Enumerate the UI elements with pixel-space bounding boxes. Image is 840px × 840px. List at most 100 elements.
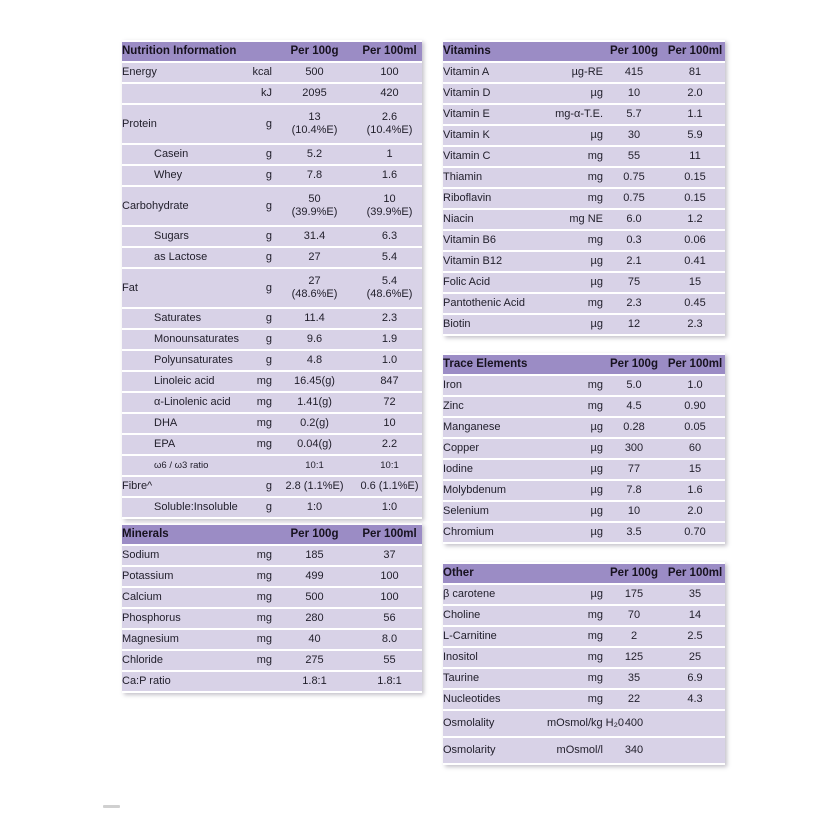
row-per100g: 9.6 — [272, 330, 357, 349]
table-row: Fibre^ g 2.8 (1.1%E) 0.6 (1.1%E) — [122, 477, 422, 496]
row-label: Magnesium — [122, 630, 232, 649]
row-label: Inositol — [443, 648, 547, 667]
row-per100ml: 6.9 — [665, 669, 725, 688]
row-label: Copper — [443, 439, 547, 458]
row-per100ml: 37 — [357, 546, 422, 565]
row-unit: mg — [547, 231, 603, 250]
row-label: Calcium — [122, 588, 232, 607]
row-unit: µg — [547, 315, 603, 334]
row-per100ml: 10 (39.9%E) — [357, 187, 422, 225]
row-label: Choline — [443, 606, 547, 625]
row-per100ml: 1.9 — [357, 330, 422, 349]
table-title: Vitamins — [443, 42, 547, 61]
row-per100ml: 60 — [665, 439, 725, 458]
row-unit: mg — [232, 651, 272, 670]
row-unit: µg — [547, 439, 603, 458]
per-100ml-column-header: Per 100ml — [357, 42, 422, 61]
row-per100ml: 2.0 — [665, 84, 725, 103]
row-per100g: 0.75 — [603, 189, 665, 208]
table-row: Phosphorus mg 280 56 — [122, 609, 422, 628]
row-per100g: 340 — [603, 738, 665, 763]
row-per100ml: 2.2 — [357, 435, 422, 454]
row-per100g: 50 (39.9%E) — [272, 187, 357, 225]
row-per100g: 499 — [272, 567, 357, 586]
row-unit: mg — [232, 393, 272, 412]
row-unit: g — [232, 227, 272, 246]
row-per100ml: 2.0 — [665, 502, 725, 521]
row-unit — [232, 456, 272, 475]
row-per100g: 55 — [603, 147, 665, 166]
row-label: Potassium — [122, 567, 232, 586]
unit-column-header — [232, 525, 272, 544]
row-per100ml: 1.6 — [665, 481, 725, 500]
row-per100ml: 4.3 — [665, 690, 725, 709]
table-row: Linoleic acid mg 16.45(g) 847 — [122, 372, 422, 391]
row-unit — [232, 672, 272, 691]
row-per100ml: 35 — [665, 585, 725, 604]
row-unit: mg — [547, 627, 603, 646]
table-row: Ca:P ratio 1.8:1 1.8:1 — [122, 672, 422, 691]
row-per100g: 2.1 — [603, 252, 665, 271]
row-label: Polyunsaturates — [122, 351, 233, 370]
table-title: Nutrition Information — [122, 42, 236, 61]
table-row: α-Linolenic acid mg 1.41(g) 72 — [122, 393, 422, 412]
row-per100g: 0.75 — [603, 168, 665, 187]
row-per100ml: 10:1 — [357, 456, 422, 475]
row-unit: g — [232, 477, 272, 496]
table-row: Potassium mg 499 100 — [122, 567, 422, 586]
table-row: Selenium µg 10 2.0 — [443, 502, 725, 521]
row-per100g: 10:1 — [272, 456, 357, 475]
row-per100g: 125 — [603, 648, 665, 667]
row-per100g: 70 — [603, 606, 665, 625]
table-row: Calcium mg 500 100 — [122, 588, 422, 607]
row-label: Nucleotides — [443, 690, 547, 709]
row-unit: mOsmol/l — [547, 738, 603, 763]
table-row: Pantothenic Acid mg 2.3 0.45 — [443, 294, 725, 313]
row-unit: kcal — [232, 63, 272, 82]
row-unit: g — [232, 187, 272, 225]
row-unit: g — [232, 309, 272, 328]
row-per100g: 7.8 — [603, 481, 665, 500]
row-label: Iodine — [443, 460, 547, 479]
row-label: Vitamin E — [443, 105, 547, 124]
row-unit: µg — [547, 460, 603, 479]
row-per100ml: 1 — [357, 145, 422, 164]
table-row: Biotin µg 12 2.3 — [443, 315, 725, 334]
row-per100ml: 11 — [665, 147, 725, 166]
table-row: Saturates g 11.4 2.3 — [122, 309, 422, 328]
row-label: Niacin — [443, 210, 547, 229]
row-unit: g — [232, 269, 272, 307]
row-per100g: 500 — [272, 588, 357, 607]
row-label: Molybdenum — [443, 481, 547, 500]
row-per100ml: 72 — [357, 393, 422, 412]
per-100g-column-header: Per 100g — [272, 42, 357, 61]
table-title: Other — [443, 564, 547, 583]
row-per100ml: 14 — [665, 606, 725, 625]
row-per100g: 13 (10.4%E) — [272, 105, 357, 143]
row-unit: mg — [232, 630, 272, 649]
row-per100g: 4.8 — [272, 351, 357, 370]
row-per100g: 300 — [603, 439, 665, 458]
row-per100g: 1.41(g) — [272, 393, 357, 412]
trace-elements-table: Trace Elements Per 100g Per 100ml Iron mg… — [443, 353, 725, 544]
row-per100ml: 100 — [357, 588, 422, 607]
table-header-row: Minerals Per 100g Per 100ml — [122, 525, 422, 544]
row-per100ml: 847 — [357, 372, 422, 391]
row-label: Fibre^ — [122, 477, 232, 496]
table-row: Copper µg 300 60 — [443, 439, 725, 458]
table-row: Niacin mg NE 6.0 1.2 — [443, 210, 725, 229]
row-per100g: 10 — [603, 502, 665, 521]
row-per100ml: 0.15 — [665, 168, 725, 187]
row-per100g: 2 — [603, 627, 665, 646]
row-unit: g — [232, 105, 272, 143]
table-row: Molybdenum µg 7.8 1.6 — [443, 481, 725, 500]
row-unit: mg NE — [547, 210, 603, 229]
table-row: ω6 / ω3 ratio 10:1 10:1 — [122, 456, 422, 475]
row-label: Vitamin D — [443, 84, 547, 103]
row-per100g: 5.0 — [603, 376, 665, 395]
per-100g-column-header: Per 100g — [272, 525, 357, 544]
row-per100g: 12 — [603, 315, 665, 334]
row-per100ml — [665, 711, 725, 736]
